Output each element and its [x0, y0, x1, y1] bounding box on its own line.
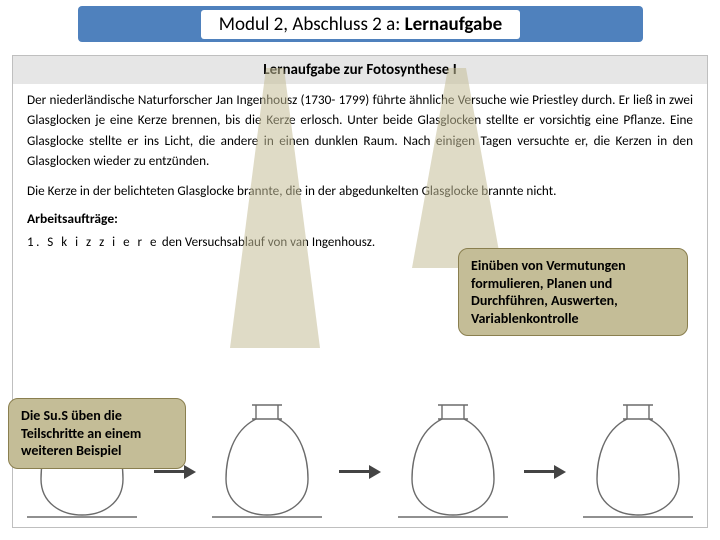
worksheet-body: Der niederländische Naturforscher Jan In… — [13, 84, 707, 201]
arrow-icon — [524, 465, 566, 479]
title-banner: Modul 2, Abschluss 2 a: Lernaufgabe — [78, 6, 643, 42]
worksheet-heading: Lernaufgabe zur Fotosynthese I — [13, 56, 707, 84]
paragraph-1: Der niederländische Naturforscher Jan In… — [27, 90, 693, 172]
paragraph-2: Die Kerze in der belichteten Glasglocke … — [27, 181, 693, 201]
task-1-verb: 1. S k i z z i e r e — [27, 235, 159, 250]
page-title: Modul 2, Abschluss 2 a: Lernaufgabe — [201, 10, 520, 39]
callout-skills: Einüben von Vermutungen formulieren, Pla… — [458, 248, 688, 336]
callout-practice: Die Su.S üben die Teilschritte an einem … — [8, 398, 186, 469]
title-prefix: Modul 2, Abschluss 2 a: — [219, 13, 405, 36]
flask-2 — [212, 399, 322, 519]
flask-4 — [583, 399, 693, 519]
flask-icon — [583, 399, 693, 519]
title-emph: Lernaufgabe — [405, 13, 503, 36]
tasks-heading: Arbeitsaufträge: — [13, 210, 707, 227]
arrow-icon — [339, 465, 381, 479]
flask-3 — [398, 399, 508, 519]
callout-practice-text: Die Su.S üben die Teilschritte an einem … — [21, 407, 141, 459]
flask-icon — [398, 399, 508, 519]
flask-icon — [212, 399, 322, 519]
callout-skills-text: Einüben von Vermutungen formulieren, Pla… — [471, 257, 626, 327]
